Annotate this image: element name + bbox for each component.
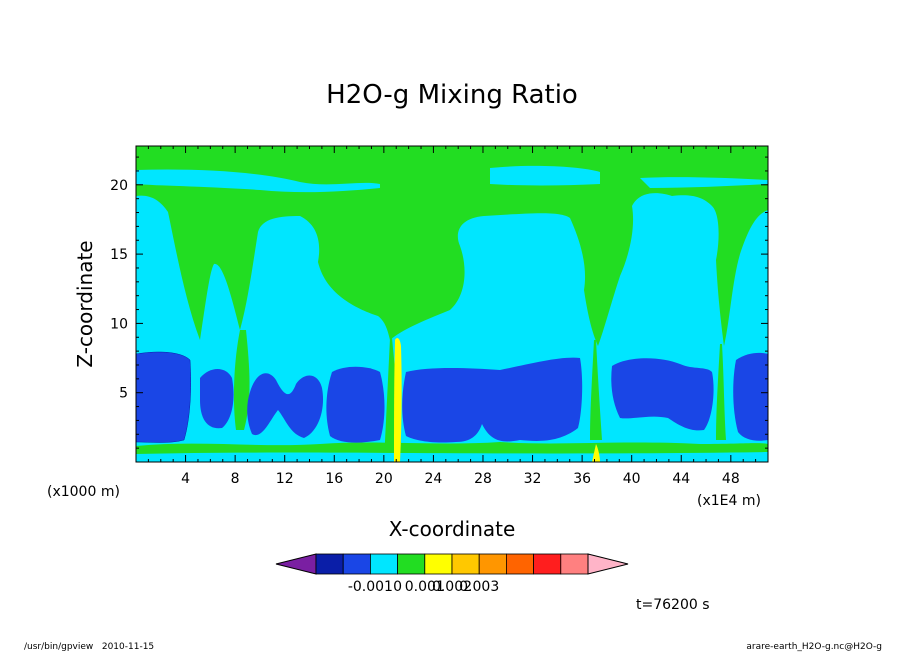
colorbar-tick-label: -0.001 [348,579,393,595]
colorbar-tick-label: 0.001 [405,579,445,595]
x-tick-label: 4 [181,471,190,487]
x-tick-label: 40 [623,471,641,487]
contour-blue-7 [733,352,768,441]
footer-path: /usr/bin/gpview [24,642,94,652]
contour-blue-1 [136,351,191,443]
contour-field [136,146,768,462]
x-tick-label: 44 [672,471,690,487]
y-tick-label: 20 [110,178,128,194]
contour-blue-4 [326,366,385,443]
contour-yellow-1 [394,338,402,462]
contour-blue-3 [247,373,324,438]
contour-green-plume-1 [233,330,250,430]
footer-right: arare-earth_H2O-g.nc@H2O-g [746,642,882,652]
x-tick-label: 28 [474,471,492,487]
y-axis: 5 10 15 20 [110,156,768,449]
contour-green-plume-4 [716,344,726,440]
footer-date: 2010-11-15 [101,642,155,652]
colorbar-tick-label: 0.003 [459,579,499,595]
y-axis-label: Z-coordinate [73,240,97,367]
colorbar-swatch [342,553,371,575]
colorbar-swatch [397,553,426,575]
time-label: t=76200 s [636,597,710,613]
colorbar-under-triangle [275,553,317,575]
colorbar-swatch [315,553,344,575]
x-tick-label: 8 [231,471,240,487]
x-axis: 4 8 12 16 20 24 28 32 36 40 44 48 [147,146,757,487]
y-tick-label: 10 [110,316,128,332]
colorbar-swatch [451,553,480,575]
contour-cyan-top-3 [640,177,768,188]
colorbar-swatch [424,553,453,575]
x-tick-label: 48 [722,471,740,487]
contour-cyan-top-1 [136,169,380,193]
x-tick-label: 36 [573,471,591,487]
contour-blue-2 [200,369,234,429]
contour-cyan-top-2 [490,165,600,186]
colorbar-swatch [560,553,589,575]
colorbar-tick-label: 0 [393,579,402,595]
colorbar-swatch [533,553,562,575]
contour-yellow-2 [592,444,600,462]
colorbar-swatch [505,553,534,575]
colorbar-over-triangle [587,553,629,575]
x-tick-label: 24 [424,471,442,487]
x-unit-right: (x1E4 m) [697,493,761,509]
x-tick-label: 16 [325,471,343,487]
x-tick-label: 12 [276,471,294,487]
chart-title: H2O-g Mixing Ratio [326,80,578,110]
contour-blue-5 [402,357,583,443]
y-tick-label: 5 [119,386,128,402]
colorbar-swatch [478,553,507,575]
x-axis-label: X-coordinate [389,517,516,541]
x-unit-left: (x1000 m) [47,484,120,500]
contour-blue-6 [611,358,714,431]
contour-cyan-bottom [136,452,768,462]
colorbar-tick-label: 0.002 [432,579,472,595]
x-tick-label: 32 [524,471,542,487]
x-tick-label: 20 [375,471,393,487]
footer-left: /usr/bin/gpview 2010-11-15 [24,642,154,652]
y-tick-label: 15 [110,247,128,263]
contour-green-plume-3 [590,340,602,440]
colorbar-swatch [369,553,398,575]
plot-frame [135,145,769,463]
colorbar [275,553,629,575]
